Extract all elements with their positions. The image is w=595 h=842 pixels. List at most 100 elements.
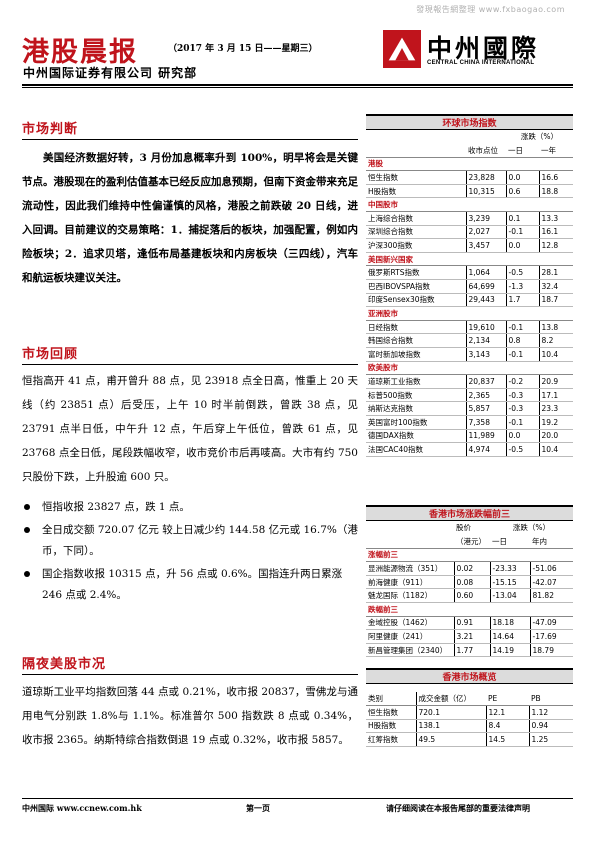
row-name: 上海综合指数	[366, 211, 466, 226]
table-group-header: 美国新兴国家	[366, 252, 573, 267]
row-1y: 17.1	[538, 388, 573, 403]
row-close: 10,315	[465, 184, 506, 199]
table-group-header: 涨幅前三	[366, 548, 573, 563]
row-1y: 32.4	[538, 279, 573, 294]
group-label: 涨幅前三	[366, 548, 573, 563]
row-volume: 720.1	[415, 705, 486, 720]
row-1y: 18.79	[529, 643, 573, 658]
col-1d: 一日	[490, 534, 530, 549]
row-1d: -0.1	[505, 225, 539, 240]
row-1d: -0.1	[505, 415, 539, 430]
row-1y: 16.1	[538, 225, 573, 240]
hk-movers-panel: 香港市场涨跌幅前三 股价 涨跌（%） （港元） 一日 年内 涨幅前三 显洲能源物流（35…	[366, 505, 573, 658]
row-1d: -0.3	[505, 388, 539, 403]
table-row: 前海健康（911） 0.08 -15.15 -42.07	[366, 575, 573, 590]
row-1d: 0.6	[505, 184, 539, 199]
row-close: 11,989	[465, 429, 506, 444]
row-pe: 14.5	[485, 732, 529, 747]
row-1y: -47.09	[529, 616, 573, 631]
row-1y: -51.06	[529, 561, 573, 576]
row-name: 纳斯达克指数	[366, 401, 466, 416]
table-group-header: 亚洲股市	[366, 306, 573, 321]
row-name: 日经指数	[366, 320, 466, 335]
market-review-bullets: 恒指收报 23827 点，跌 1 点。 全日成交额 720.07 亿元 较上日减…	[22, 497, 358, 608]
row-name: 道琼斯工业指数	[366, 374, 466, 389]
row-name: 英国富时100指数	[366, 415, 466, 430]
bullet-item: 国企指数收报 10315 点，升 56 点或 0.6%。国指连升两日累涨 246…	[22, 564, 358, 606]
row-close: 1,064	[465, 265, 506, 281]
table-row: 新昌管理集团（2340） 1.77 14.19 18.79	[366, 643, 573, 658]
row-close: 0.02	[453, 561, 490, 576]
row-close: 3,457	[465, 238, 506, 253]
row-pe: 12.1	[485, 705, 529, 720]
row-1d: 0.0	[505, 238, 539, 253]
row-name: 魅龙国际（1182）	[366, 588, 454, 604]
company-name: 中州国际证券有限公司 研究部	[23, 66, 198, 80]
row-close: 20,837	[465, 374, 506, 389]
market-review-text: 恒指高开 41 点，甫开曾升 88 点，见 23918 点全日高，惟重上 20 …	[22, 375, 358, 483]
row-1y: 16.6	[538, 170, 573, 185]
footer-left: 中州国际 www.ccnew.com.hk	[22, 803, 142, 813]
row-1d: 0.1	[505, 211, 539, 226]
row-name: 德国DAX指数	[366, 429, 466, 444]
row-1y: 10.4	[538, 347, 573, 362]
row-close: 2,365	[465, 388, 506, 403]
row-1d: -0.3	[505, 401, 539, 416]
row-close: 3,143	[465, 347, 506, 362]
table-row: 深圳综合指数 2,027 -0.1 16.1	[366, 225, 573, 240]
row-1y: 13.3	[538, 211, 573, 226]
overnight-us-text: 道琼斯工业平均指数回落 44 点或 0.21%，收市报 20837，雪佛龙与通用…	[22, 686, 358, 746]
row-close: 5,857	[465, 401, 506, 416]
row-close: 3.21	[453, 629, 490, 644]
group-label: 亚洲股市	[366, 306, 573, 321]
col-price: 股价	[456, 523, 471, 533]
row-1d: -0.1	[505, 320, 539, 335]
group-label: 中国股市	[366, 197, 573, 213]
footer-page-number: 第一页	[246, 803, 270, 813]
col-pe: PE	[486, 692, 529, 707]
hk-overview-title: 香港市场概览	[366, 668, 573, 684]
table-row: H股指数 138.1 8.4 0.94	[366, 719, 573, 734]
row-pe: 8.4	[485, 719, 529, 734]
row-close: 2,027	[465, 225, 506, 240]
row-1y: 23.3	[538, 401, 573, 416]
table-row: 纳斯达克指数 5,857 -0.3 23.3	[366, 401, 573, 416]
table-row: 恒生指数 23,828 0.0 16.6	[366, 170, 573, 185]
col-1y: 一年	[539, 143, 573, 158]
company-logo: 中州國際 CENTRAL CHINA INTERNATIONAL	[383, 27, 573, 75]
table-row: 日经指数 19,610 -0.1 13.8	[366, 320, 573, 335]
table-row: 上海综合指数 3,239 0.1 13.3	[366, 211, 573, 226]
table-row: 富时新加坡指数 3,143 -0.1 10.4	[366, 347, 573, 362]
row-name: 阿里健康（241）	[366, 629, 454, 644]
bullet-item: 恒指收报 23827 点，跌 1 点。	[22, 497, 358, 518]
bullet-dot-icon	[24, 504, 30, 510]
row-1y: 18.7	[538, 293, 573, 308]
table-row: 英国富时100指数 7,358 -0.1 19.2	[366, 415, 573, 430]
row-close: 2,134	[465, 333, 506, 348]
logo-chinese-text: 中州國際	[427, 34, 540, 63]
row-name: 俄罗斯RTS指数	[366, 265, 466, 281]
hk-movers-table: 股价 涨跌（%） （港元） 一日 年内 涨幅前三 显洲能源物流（351） 0.02 -23.…	[366, 521, 573, 658]
row-name: 恒生指数	[366, 705, 416, 720]
row-name: 标普500指数	[366, 388, 466, 403]
table-row: 恒生指数 720.1 12.1 1.12	[366, 705, 573, 720]
row-1d: 14.64	[489, 629, 530, 644]
row-1y: 81.82	[529, 588, 573, 604]
row-1d: -1.3	[505, 279, 539, 294]
row-1d: 0.0	[505, 170, 539, 185]
row-1d: -0.5	[505, 265, 539, 281]
row-1y: 18.8	[538, 184, 573, 199]
row-name: 新昌管理集团（2340）	[366, 643, 454, 658]
row-close: 0.08	[453, 575, 490, 590]
bullet-dot-icon	[24, 571, 30, 577]
row-name: H股指数	[366, 719, 416, 734]
group-label: 美国新兴国家	[366, 252, 573, 267]
footer-divider	[22, 798, 573, 799]
row-1d: -15.15	[489, 575, 530, 590]
row-1y: 20.0	[538, 429, 573, 444]
row-pb: 1.12	[528, 705, 573, 720]
table-row: 显洲能源物流（351） 0.02 -23.33 -51.06	[366, 561, 573, 576]
row-1d: -23.33	[489, 561, 530, 576]
logo-english-text: CENTRAL CHINA INTERNATIONAL	[427, 60, 535, 66]
row-name: 深圳综合指数	[366, 225, 466, 240]
